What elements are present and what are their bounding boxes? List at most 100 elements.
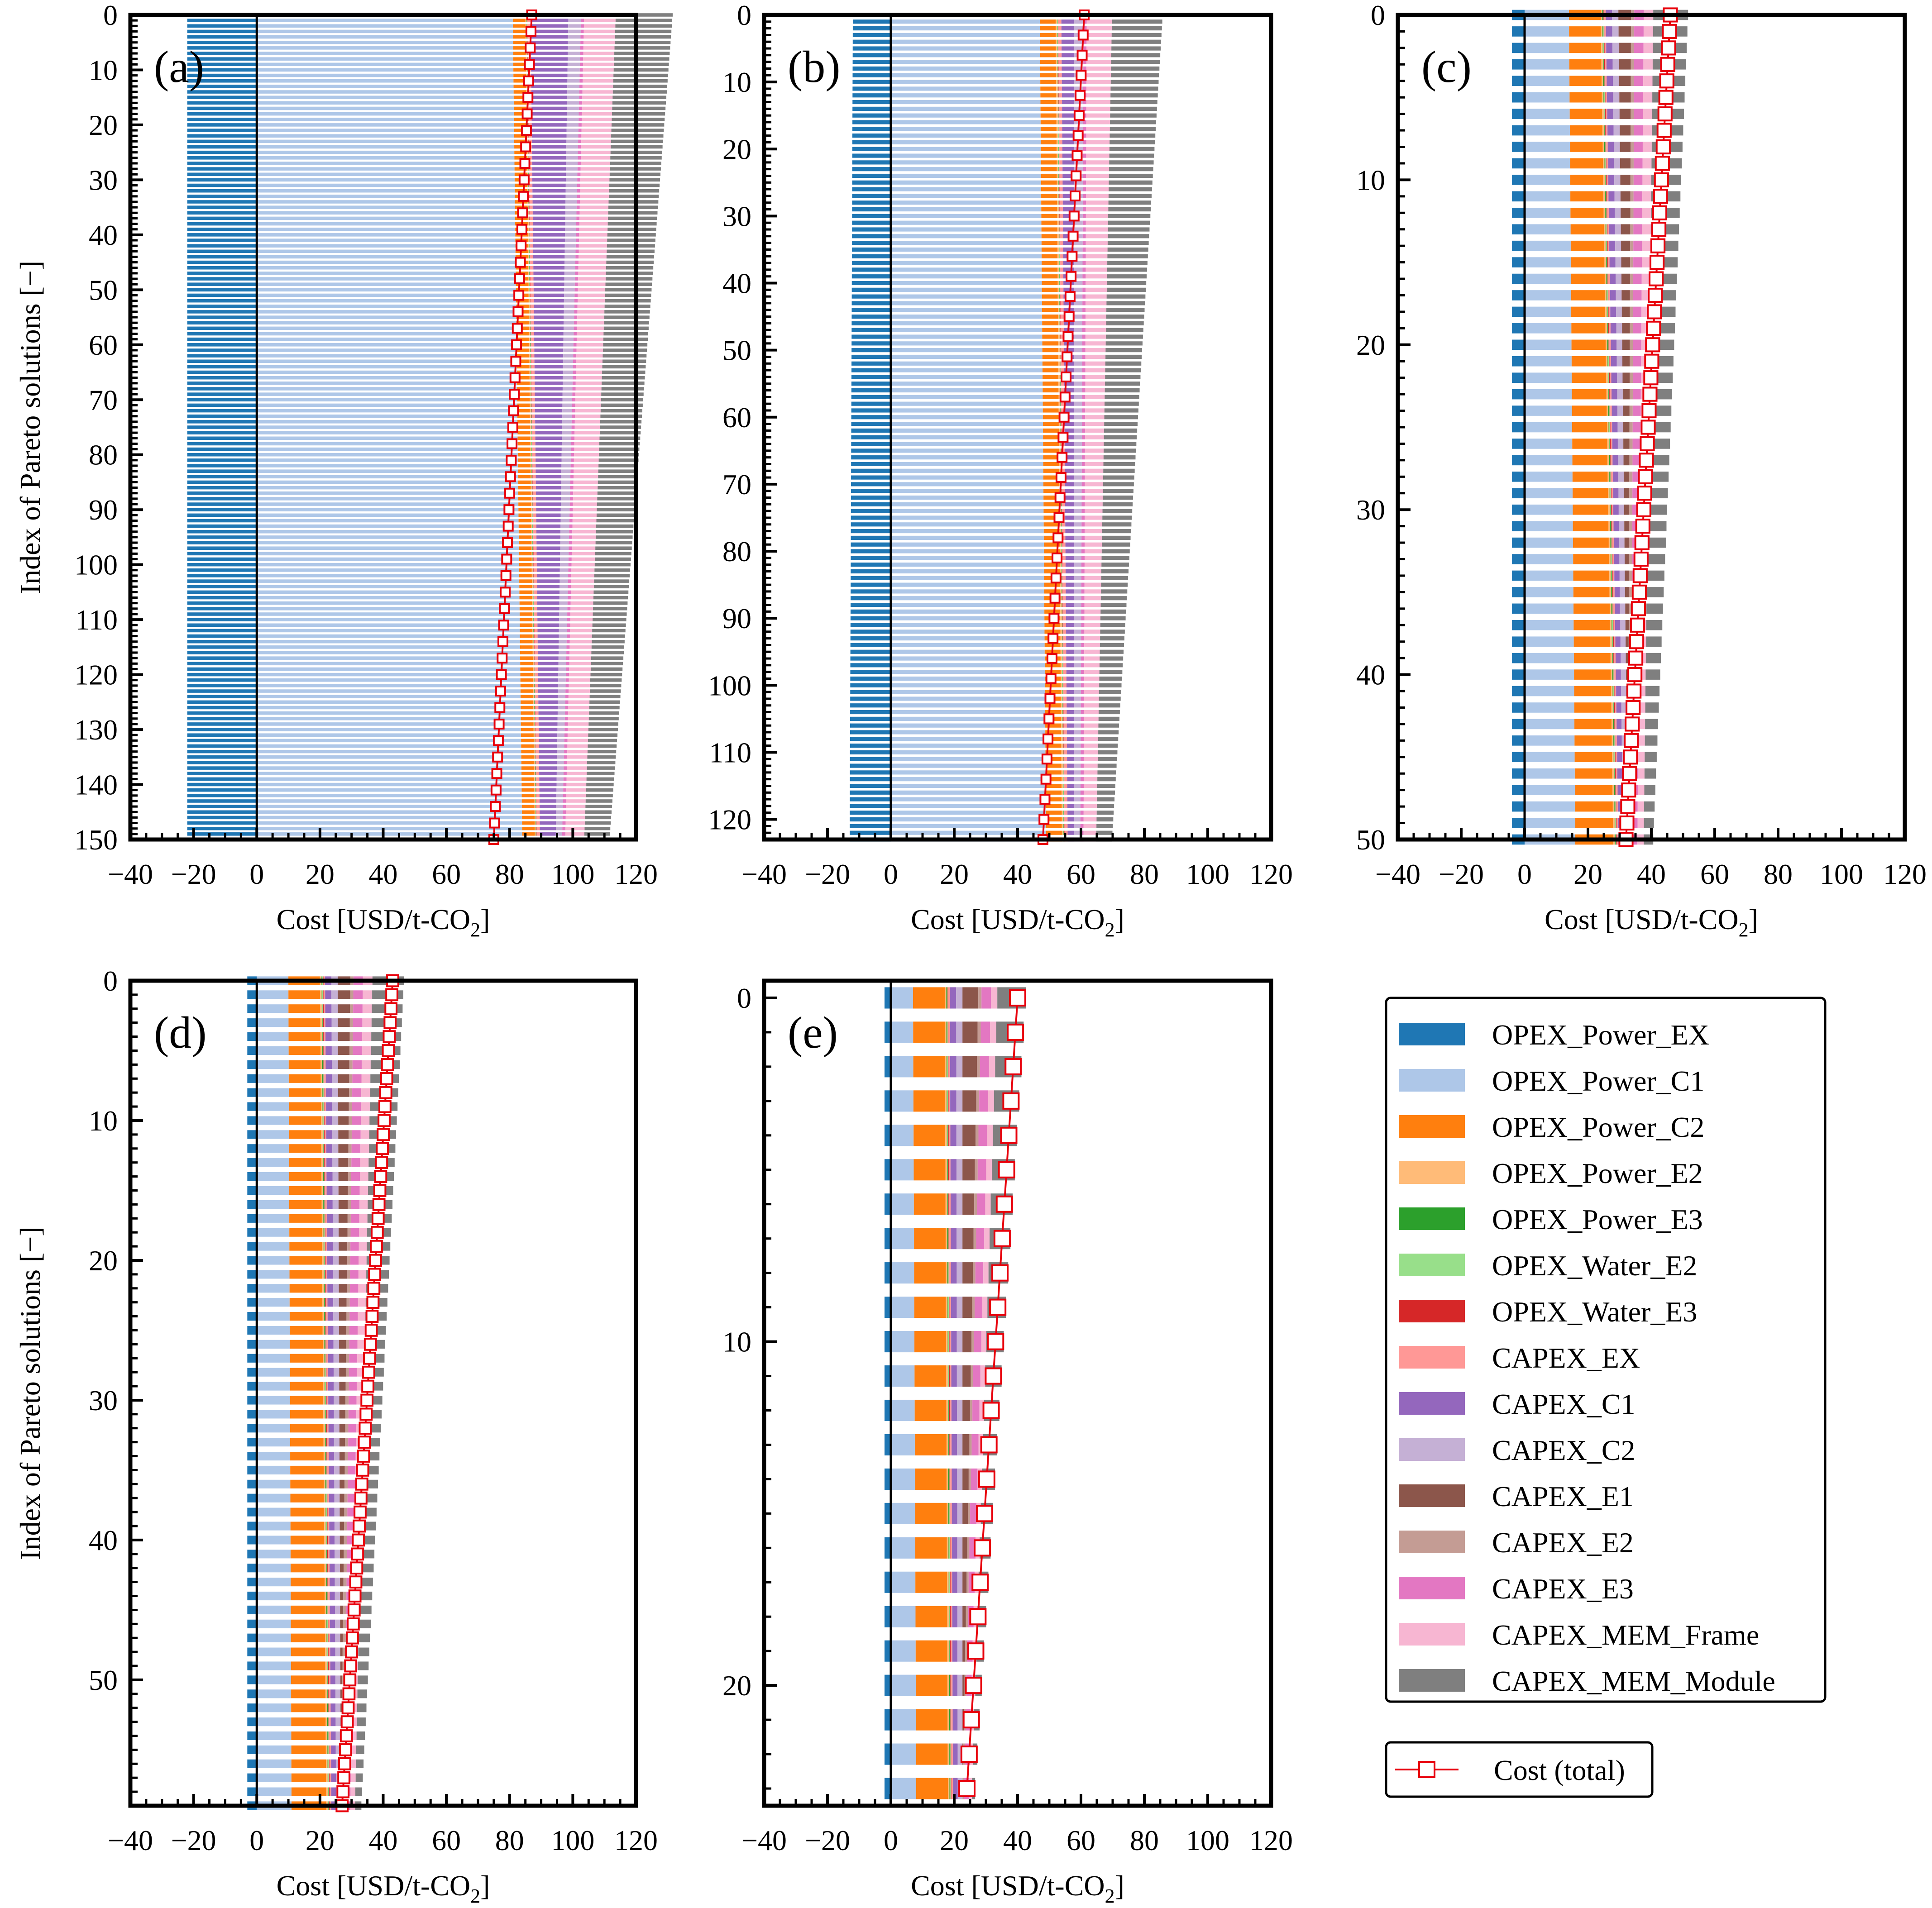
bar-capex_c2	[1074, 100, 1083, 105]
bar-opex_power_c2	[518, 513, 531, 517]
bar-opex_power_c1	[891, 656, 1045, 661]
bar-opex_power_c1	[257, 568, 519, 572]
bar-capex_c1	[1066, 636, 1074, 641]
bar-opex_power_e2	[528, 260, 530, 264]
bar-opex_power_ex	[851, 535, 891, 540]
bar-capex_e3	[579, 90, 583, 94]
bar-capex_e3	[1081, 636, 1085, 641]
bar-capex_c2	[558, 684, 566, 687]
bar-capex_mem_module	[591, 651, 624, 654]
bar-opex_power_c2	[1570, 175, 1603, 185]
bar-capex_c1	[536, 491, 561, 495]
bar-capex_e3	[579, 101, 583, 105]
bar-capex_mem_module	[1111, 39, 1161, 44]
bar-opex_power_c2	[519, 607, 532, 611]
bar-opex_power_c2	[517, 409, 530, 413]
bar-capex_e3	[567, 629, 570, 633]
bar-opex_water_e3	[1059, 220, 1060, 225]
bar-opex_power_ex	[852, 241, 891, 245]
bar-opex_power_c1	[257, 321, 516, 324]
bar-opex_power_e3	[1603, 76, 1604, 86]
bar-capex_e1	[1624, 521, 1629, 531]
bar-capex_e3	[1082, 274, 1086, 279]
bar-opex_power_e2	[1610, 620, 1612, 630]
bar-capex_mem_frame	[569, 667, 591, 671]
bar-capex_c2	[1074, 811, 1081, 815]
bar-opex_power_c1	[1525, 603, 1574, 614]
bar-opex_water_e3	[535, 733, 536, 737]
bar-capex_mem_module	[590, 673, 622, 677]
bar-opex_power_c2	[1042, 301, 1058, 305]
bar-opex_water_e2	[535, 739, 536, 743]
bar-capex_ex	[531, 332, 534, 336]
bar-capex_e3	[1634, 109, 1643, 119]
bar-opex_power_ex	[187, 277, 257, 281]
bar-opex_power_e2	[1058, 308, 1060, 312]
bar-opex_power_ex	[187, 227, 257, 231]
bar-opex_power_c1	[257, 305, 516, 308]
bar-opex_water_e3	[531, 409, 532, 413]
bar-capex_e3	[564, 739, 568, 743]
bar-capex_mem_frame	[578, 288, 606, 292]
bar-capex_e3	[1081, 442, 1085, 446]
bar-capex_ex	[528, 118, 532, 121]
bar-opex_water_e3	[1059, 207, 1060, 212]
bar-opex_power_e3	[1059, 261, 1060, 265]
bar-capex_c1	[539, 772, 557, 776]
bar-capex_ex	[533, 530, 536, 534]
bar-capex_mem_module	[1102, 529, 1131, 534]
bar-opex_power_ex	[1512, 76, 1525, 86]
bar-opex_power_c2	[1040, 19, 1056, 24]
bar-capex_c1	[540, 832, 556, 836]
bar-capex_mem_frame	[577, 321, 604, 324]
bar-capex_c2	[1614, 158, 1620, 169]
bar-capex_c1	[1067, 777, 1074, 782]
bar-opex_power_ex	[187, 178, 257, 182]
bar-capex_mem_frame	[1085, 368, 1105, 372]
bar-opex_water_e2	[532, 519, 533, 523]
bar-opex_power_e2	[1057, 234, 1059, 238]
bar-opex_power_ex	[1512, 306, 1525, 317]
bar-opex_power_e2	[1056, 39, 1057, 44]
bar-capex_c2	[568, 29, 581, 33]
bar-capex_mem_module	[584, 821, 611, 825]
total-cost-marker	[513, 290, 525, 301]
bar-opex_power_c2	[1569, 109, 1602, 119]
bar-opex_water_e2	[1062, 676, 1063, 681]
bar-opex_power_e2	[529, 365, 531, 369]
bar-opex_water_e2	[1609, 422, 1610, 433]
bar-opex_power_e2	[527, 211, 529, 215]
y-tick-label: 80	[89, 439, 118, 471]
bar-capex_mem_module	[1096, 817, 1114, 822]
bar-opex_power_e3	[1613, 735, 1614, 746]
bar-opex_power_ex	[187, 200, 257, 204]
bar-opex_power_c1	[891, 696, 1045, 701]
bar-capex_e2	[1630, 175, 1634, 185]
bar-opex_power_c2	[513, 73, 526, 77]
bar-opex_power_ex	[187, 623, 257, 627]
bar-capex_mem_module	[598, 486, 636, 490]
bar-capex_c2	[567, 106, 579, 110]
bar-capex_c1	[1610, 323, 1616, 334]
bar-opex_power_ex	[850, 797, 891, 801]
bar-capex_c1	[534, 315, 564, 319]
bar-capex_c1	[1066, 609, 1074, 614]
bar-capex_mem_module	[603, 326, 649, 330]
bar-opex_power_e2	[1057, 254, 1059, 258]
bar-opex_power_c1	[1525, 372, 1572, 383]
bar-opex_power_ex	[1512, 785, 1525, 795]
bar-capex_c1	[1616, 719, 1622, 730]
bar-opex_power_ex	[851, 482, 891, 487]
bar-opex_power_e2	[1057, 194, 1059, 198]
bar-capex_mem_module	[585, 799, 612, 803]
bar-capex_ex	[532, 480, 536, 484]
bar-capex_mem_module	[594, 574, 630, 577]
bar-capex_ex	[1058, 93, 1062, 98]
bar-capex_ex	[527, 24, 531, 28]
bar-opex_power_e3	[526, 35, 527, 39]
bar-capex_c2	[1619, 521, 1625, 531]
bar-opex_power_c1	[891, 556, 1044, 560]
bar-opex_power_c1	[257, 195, 515, 198]
bar-capex_mem_module	[599, 453, 639, 457]
bar-opex_power_e3	[535, 766, 536, 770]
